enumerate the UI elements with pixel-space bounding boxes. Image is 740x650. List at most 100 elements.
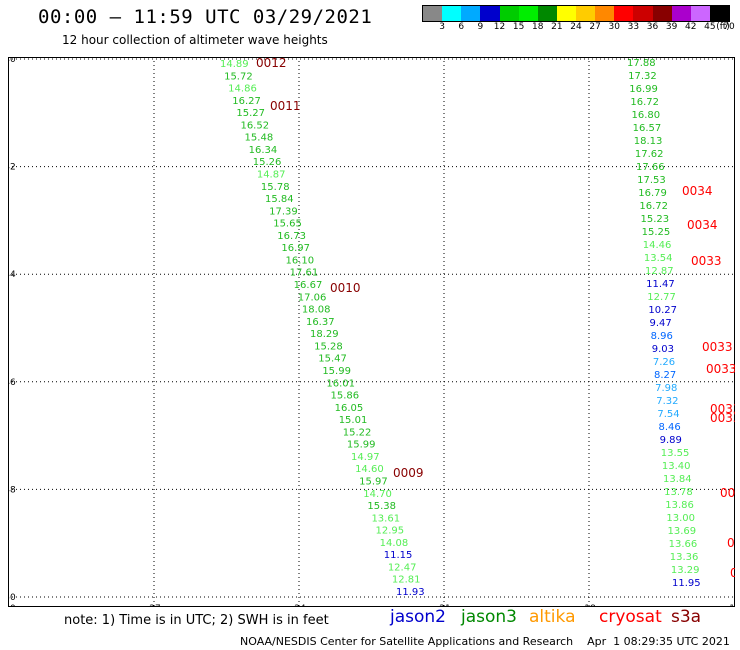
altimeter-track-east: 17.88 17.32 16.99 16.72 16.80 16.57 18.13 17.62…	[627, 58, 735, 589]
swh-value: 13.86	[665, 500, 694, 511]
swh-value: 13.40	[662, 461, 691, 472]
swh-value: 14.86	[228, 84, 257, 95]
color-swatch	[576, 6, 596, 21]
swh-value: 15.01	[339, 415, 368, 426]
lat-tick-label: -40	[8, 57, 16, 65]
swh-value: 8.27	[654, 370, 676, 381]
pass-time-label: 0033	[710, 411, 735, 425]
swh-value: 9.47	[650, 318, 672, 329]
swh-value: 13.36	[670, 552, 699, 563]
swh-value: 15.27	[236, 108, 265, 119]
color-swatch	[480, 6, 500, 21]
color-swatch	[652, 6, 672, 21]
map-frame	[8, 57, 735, 607]
swh-value: 12.95	[376, 526, 405, 537]
note-text: note: 1) Time is in UTC; 2) SWH is in fe…	[64, 613, 329, 628]
wave-height-map: -40 -42 -44 -46 -48 -50 -30 -27 -24 -21 -18 -15 14…	[8, 57, 735, 607]
swh-value: 11.95	[672, 578, 701, 589]
pass-time-label: 0033	[727, 536, 735, 550]
lon-tick-label: -21	[436, 604, 451, 607]
swh-value: 16.01	[326, 378, 355, 389]
satellite-legend-cryosat: cryosat	[599, 607, 662, 627]
swh-value: 15.23	[641, 214, 670, 225]
swh-value: 17.39	[269, 206, 298, 217]
footer-credit: NOAA/NESDIS Center for Satellite Applica…	[240, 635, 730, 648]
pass-time-label: 0033	[706, 362, 735, 376]
color-legend	[422, 5, 730, 22]
color-legend-tick: 33	[627, 22, 640, 32]
swh-value: 14.70	[363, 489, 392, 500]
pass-time-label: 0033	[702, 340, 733, 354]
swh-value: 15.78	[261, 182, 290, 193]
swh-value: 14.87	[257, 170, 286, 181]
swh-value: 13.69	[668, 526, 697, 537]
swh-value: 15.72	[224, 71, 253, 82]
swh-value: 13.55	[661, 448, 690, 459]
color-legend-tick: 42	[685, 22, 697, 32]
latitude-labels: -40 -42 -44 -46 -48 -50	[8, 57, 16, 603]
color-legend-tick: 9	[477, 22, 484, 32]
swh-value: 16.72	[639, 201, 668, 212]
swh-value: 11.47	[646, 279, 675, 290]
swh-value: 12.77	[647, 292, 676, 303]
swh-value: 17.88	[627, 58, 656, 69]
color-swatch	[690, 6, 710, 21]
color-legend-tick: 18	[532, 22, 544, 32]
pass-time-label: 0033	[691, 254, 722, 268]
color-legend-tick: 27	[589, 22, 601, 32]
swh-value: 13.84	[663, 474, 692, 485]
swh-value: 15.99	[347, 440, 376, 451]
swh-value: 18.29	[310, 329, 339, 340]
swh-value: 16.34	[249, 145, 278, 156]
swh-value: 12.87	[645, 266, 674, 277]
swh-value: 16.67	[294, 280, 323, 291]
swh-value: 14.97	[351, 452, 380, 463]
swh-value: 13.29	[671, 565, 700, 576]
swh-value: 7.98	[655, 383, 677, 394]
swh-value: 15.86	[331, 391, 360, 402]
swh-value: 15.38	[367, 501, 396, 512]
swh-value: 17.62	[635, 149, 664, 160]
swh-value: 17.61	[290, 268, 319, 279]
lon-tick-label: -24	[291, 604, 306, 607]
swh-value: 16.99	[629, 84, 658, 95]
swh-value: 15.65	[273, 219, 302, 230]
swh-value: 16.27	[232, 96, 261, 107]
satellite-legend-jason2: jason2	[390, 607, 446, 627]
swh-value: 16.73	[277, 231, 306, 242]
satellite-legend-altika: altika	[529, 607, 576, 627]
lat-tick-label: -48	[8, 485, 16, 495]
pass-time-label: 0009	[393, 466, 424, 480]
swh-value: 15.97	[359, 476, 388, 487]
pass-time-label: 0010	[330, 281, 361, 295]
swh-value: 15.22	[343, 427, 372, 438]
pass-time-label: 0034	[687, 218, 718, 232]
color-swatch	[461, 6, 481, 21]
swh-value: 16.10	[285, 255, 314, 266]
swh-value: 16.72	[630, 97, 659, 108]
swh-value: 18.08	[302, 305, 331, 316]
swh-value: 15.99	[322, 366, 351, 377]
swh-value: 14.89	[220, 59, 249, 70]
swh-value: 16.52	[240, 120, 269, 131]
swh-value: 15.25	[642, 227, 671, 238]
swh-value: 15.47	[318, 354, 347, 365]
color-swatch	[442, 6, 462, 21]
page-title: 00:00 – 11:59 UTC 03/29/2021	[38, 6, 373, 28]
color-swatch	[595, 6, 615, 21]
swh-value: 15.26	[253, 157, 282, 168]
color-swatch	[537, 6, 557, 21]
swh-value: 13.66	[669, 539, 698, 550]
swh-value: 16.37	[306, 317, 335, 328]
swh-value: 17.32	[628, 71, 657, 82]
color-legend-tick: 12	[493, 22, 506, 32]
swh-value: 7.32	[656, 396, 678, 407]
swh-value: 13.00	[666, 513, 695, 524]
pass-time-label: 0034	[682, 184, 713, 198]
pass-time-label: 0033	[710, 402, 735, 416]
color-legend-tick: 70	[723, 22, 735, 32]
color-legend-tick: 3	[439, 22, 445, 32]
lon-tick-label: -30	[8, 604, 16, 607]
color-legend-tick: 15	[512, 22, 525, 32]
